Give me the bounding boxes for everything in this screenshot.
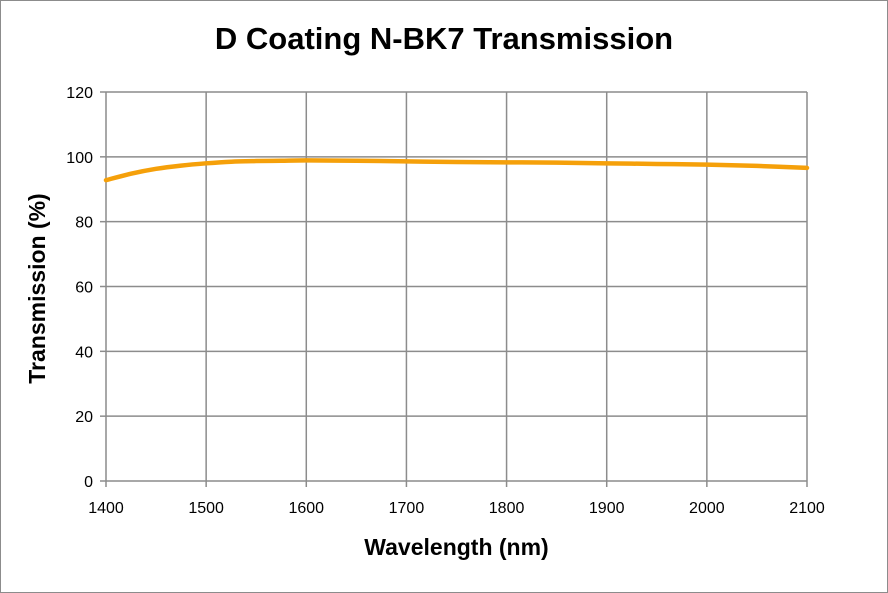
y-tick-label: 100 [66, 150, 93, 167]
x-tick-label: 1800 [489, 500, 525, 517]
y-tick-label: 120 [66, 85, 93, 102]
x-axis-title: Wavelength (nm) [364, 534, 548, 560]
x-tick-label: 1900 [589, 500, 625, 517]
x-tick-label: 2000 [689, 500, 725, 517]
y-tick-label: 20 [75, 409, 93, 426]
y-axis-title: Transmission (%) [24, 193, 50, 383]
y-tick-label: 80 [75, 215, 93, 232]
y-tick-label: 0 [84, 474, 93, 491]
y-tick-label: 40 [75, 344, 93, 361]
series-line-0 [103, 158, 810, 183]
x-tick-label: 1700 [389, 500, 425, 517]
x-tick-label: 1400 [88, 500, 124, 517]
x-tick-label: 1500 [188, 500, 224, 517]
x-tick-label: 1600 [288, 500, 324, 517]
x-tick-label: 2100 [789, 500, 825, 517]
y-tick-label: 60 [75, 280, 93, 297]
chart-title: D Coating N-BK7 Transmission [214, 21, 674, 56]
